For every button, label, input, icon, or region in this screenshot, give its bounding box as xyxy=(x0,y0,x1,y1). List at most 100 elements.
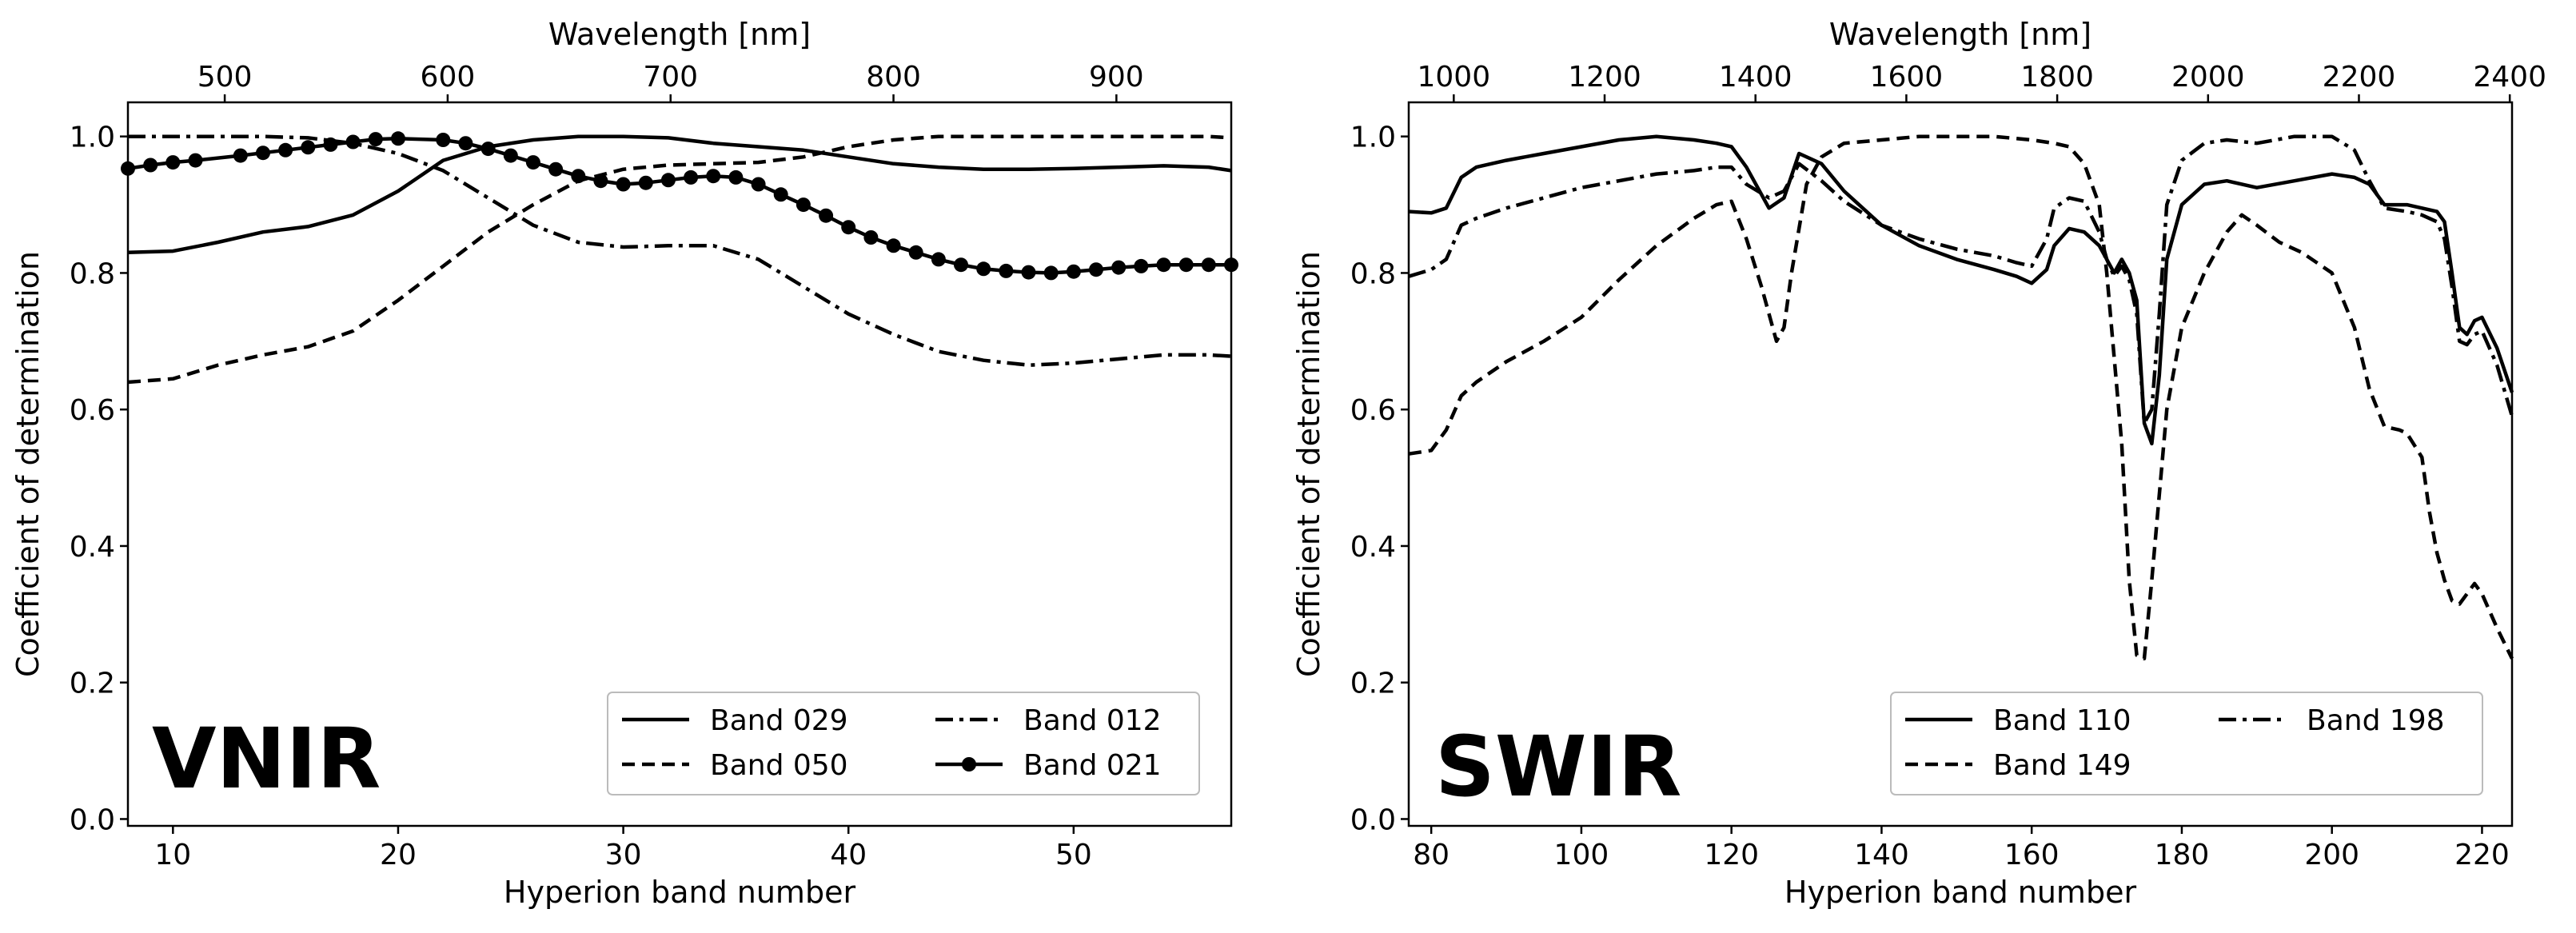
x-tick-label: 50 xyxy=(1055,839,1092,871)
y-tick-label: 0.4 xyxy=(1350,531,1396,564)
chart-panel-vnir: 10 20 30 40 50 0.0 0.2 0.4 0.6 0.8 1.0 500 600 700 800… xyxy=(10,17,1238,910)
top-tick-label: 2200 xyxy=(2323,61,2396,94)
legend-label: Band 021 xyxy=(1023,749,1162,782)
y-tick-label: 0.0 xyxy=(1350,803,1396,836)
x-tick-label: 200 xyxy=(2304,839,2359,871)
data-point xyxy=(1156,257,1171,273)
x-tick-label: 40 xyxy=(830,839,867,871)
data-point xyxy=(660,173,676,188)
top-tick-label: 1000 xyxy=(1418,61,1491,94)
data-point xyxy=(931,252,946,267)
x-tick-label: 10 xyxy=(154,839,191,871)
data-point xyxy=(571,169,586,184)
x-tick-label: 100 xyxy=(1554,839,1609,871)
y-tick-label: 1.0 xyxy=(70,122,115,154)
panel-label: SWIR xyxy=(1435,718,1681,815)
data-point xyxy=(1178,257,1194,273)
data-point xyxy=(323,137,338,152)
y-tick-label: 0.2 xyxy=(1350,668,1396,700)
y-tick-label: 0.8 xyxy=(70,257,115,290)
series-line-band-050 xyxy=(127,134,1232,385)
legend-marker xyxy=(962,757,976,772)
top-axis-label: Wavelength [nm] xyxy=(548,17,811,52)
x-tick-label: 140 xyxy=(1854,839,1909,871)
y-axis-label: Coefficient of determination xyxy=(1291,251,1326,677)
data-point xyxy=(391,131,405,146)
y-axis-label: Coefficient of determination xyxy=(10,251,46,677)
y-tick-label: 0.4 xyxy=(70,531,115,564)
data-point xyxy=(301,140,316,155)
y-tick-label: 0.6 xyxy=(70,394,115,427)
x-tick-label: 180 xyxy=(2155,839,2210,871)
data-point xyxy=(863,230,879,245)
top-tick-label: 1800 xyxy=(2020,61,2094,94)
top-tick-label: 1600 xyxy=(1870,61,1944,94)
panel-label: VNIR xyxy=(152,710,381,807)
legend-label: Band 198 xyxy=(2307,704,2445,737)
data-point xyxy=(886,238,901,253)
data-point xyxy=(638,175,653,190)
legend-box xyxy=(607,692,1200,795)
data-point xyxy=(616,177,631,192)
data-point xyxy=(819,208,834,223)
legend-label: Band 029 xyxy=(710,704,848,737)
data-point xyxy=(976,261,991,277)
y-tick-label: 0.0 xyxy=(70,803,115,836)
x-tick-label: 160 xyxy=(2004,839,2060,871)
legend-label: Band 149 xyxy=(1993,749,2131,782)
data-point xyxy=(908,245,923,260)
data-point xyxy=(796,197,811,213)
top-tick-label: 600 xyxy=(421,61,476,94)
x-tick-label: 120 xyxy=(1704,839,1759,871)
series-line-band-110 xyxy=(1408,134,2514,446)
top-axis-label: Wavelength [nm] xyxy=(1829,17,2092,52)
x-tick-label: 20 xyxy=(380,839,417,871)
series-line-band-012 xyxy=(128,134,1232,367)
data-point xyxy=(841,220,856,235)
x-tick-label: 80 xyxy=(1413,839,1449,871)
data-point xyxy=(1021,265,1036,280)
data-point xyxy=(481,142,496,157)
data-point xyxy=(233,148,248,163)
data-point xyxy=(1201,257,1216,273)
data-point xyxy=(751,177,766,192)
data-point xyxy=(1043,265,1059,281)
data-point xyxy=(503,148,518,163)
data-point xyxy=(728,169,744,185)
y-tick-label: 1.0 xyxy=(1350,122,1396,154)
data-point xyxy=(165,155,181,170)
data-point xyxy=(278,142,293,157)
legend: Band 029 Band 050 Band 012 Band 021 xyxy=(607,692,1200,795)
data-point xyxy=(436,133,451,147)
x-axis-label: Hyperion band number xyxy=(504,875,856,910)
series-line-band-029 xyxy=(127,134,1232,255)
series-line-band-021 xyxy=(127,137,1231,275)
x-tick-label: 30 xyxy=(605,839,642,871)
series-line-band-149 xyxy=(1408,134,2514,661)
top-tick-label: 900 xyxy=(1089,61,1144,94)
data-point xyxy=(684,169,699,185)
x-axis-label: Hyperion band number xyxy=(1784,875,2137,910)
data-point xyxy=(345,134,361,150)
top-tick-label: 1400 xyxy=(1719,61,1792,94)
data-point xyxy=(706,169,721,184)
data-point xyxy=(593,173,608,189)
plot-frame xyxy=(1407,101,2514,827)
data-point xyxy=(368,132,383,147)
data-point xyxy=(143,157,158,173)
top-tick-label: 500 xyxy=(197,61,253,94)
data-point xyxy=(1089,262,1103,277)
data-point xyxy=(256,146,270,161)
data-point xyxy=(1066,264,1081,279)
data-point xyxy=(458,136,473,151)
x-tick-label: 220 xyxy=(2454,839,2510,871)
y-tick-label: 0.8 xyxy=(1350,257,1396,290)
top-tick-label: 2000 xyxy=(2171,61,2245,94)
legend-box xyxy=(1890,692,2483,795)
top-tick-label: 700 xyxy=(643,61,698,94)
data-point xyxy=(773,187,788,202)
data-point xyxy=(999,263,1014,278)
data-point xyxy=(548,161,564,177)
top-tick-label: 1200 xyxy=(1568,61,1641,94)
